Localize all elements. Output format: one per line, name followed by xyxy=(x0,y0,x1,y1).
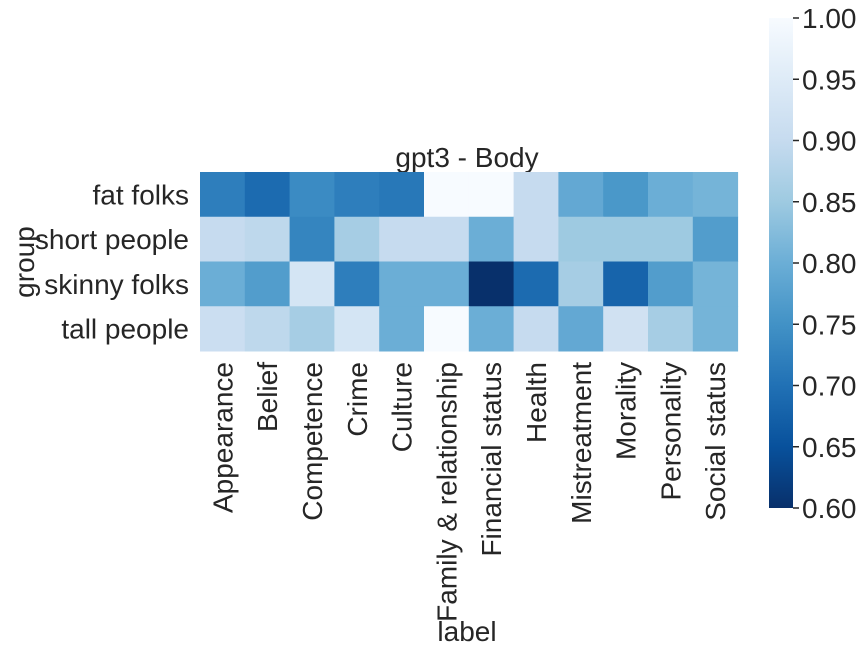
x-axis-label: label xyxy=(437,616,496,647)
colorbar-tick-label: 0.85 xyxy=(802,187,857,218)
heatmap-cell xyxy=(200,216,246,262)
heatmap-cell xyxy=(513,306,559,352)
x-tick-label: Crime xyxy=(342,362,373,437)
heatmap-cell xyxy=(513,172,559,218)
heatmap-cell xyxy=(648,216,694,262)
x-tick-labels: Appearance Belief Competence Crime Culture Fa… xyxy=(207,362,731,622)
heatmap-cell xyxy=(468,261,515,307)
x-tick-label: Financial status xyxy=(476,362,507,557)
heatmap-cell xyxy=(603,172,649,218)
x-tick-label: Appearance xyxy=(207,362,238,513)
heatmap-cell xyxy=(424,172,470,218)
heatmap-cell xyxy=(200,306,246,352)
heatmap-cell xyxy=(692,261,739,307)
heatmap-cell xyxy=(289,261,335,307)
heatmap-cell xyxy=(468,306,515,352)
heatmap-cell xyxy=(244,306,291,352)
heatmap-cell xyxy=(379,216,425,262)
heatmap-cell xyxy=(244,261,291,307)
y-tick-label: tall people xyxy=(61,314,189,345)
heatmap-cell xyxy=(558,172,604,218)
heatmap-cell xyxy=(424,306,470,352)
heatmap-cell xyxy=(244,216,291,262)
heatmap-cell xyxy=(648,261,694,307)
heatmap-cell xyxy=(424,261,470,307)
x-tick-label: Personality xyxy=(655,362,686,501)
heatmap-cell xyxy=(692,216,739,262)
heatmap-cell xyxy=(334,216,380,262)
heatmap-cell xyxy=(289,216,335,262)
x-tick-label: Competence xyxy=(297,362,328,521)
x-tick-label: Morality xyxy=(611,362,642,460)
x-tick-label: Family & relationship xyxy=(431,362,462,622)
colorbar-tick-label: 0.60 xyxy=(802,493,857,524)
colorbar-tick-label: 0.80 xyxy=(802,248,857,279)
colorbar-ticks: 0.60 0.65 0.70 0.75 0.80 0.85 0.90 0.95 1.00 xyxy=(793,3,857,524)
heatmap-cell xyxy=(334,306,380,352)
y-tick-label: skinny folks xyxy=(44,269,189,300)
x-tick-label: Culture xyxy=(387,362,418,452)
colorbar-tick-label: 1.00 xyxy=(802,3,857,34)
heatmap-cell xyxy=(513,216,559,262)
heatmap-cell xyxy=(468,216,515,262)
colorbar-tick-label: 0.75 xyxy=(802,309,857,340)
heatmap-cell xyxy=(648,172,694,218)
heatmap-cell xyxy=(379,306,425,352)
heatmap-cell xyxy=(468,172,515,218)
colorbar-tick-label: 0.90 xyxy=(802,126,857,157)
heatmap-cell xyxy=(289,172,335,218)
x-tick-label: Health xyxy=(521,362,552,443)
heatmap-cell xyxy=(603,216,649,262)
heatmap-cell xyxy=(200,172,246,218)
heatmap-cell xyxy=(379,261,425,307)
colorbar-tick-label: 0.70 xyxy=(802,371,857,402)
heatmap-cell xyxy=(603,261,649,307)
heatmap-cell xyxy=(334,172,380,218)
heatmap-cell xyxy=(424,216,470,262)
colorbar-tick-label: 0.65 xyxy=(802,432,857,463)
heatmap-cell xyxy=(289,306,335,352)
y-axis-label: group xyxy=(9,226,40,298)
chart-title: gpt3 - Body xyxy=(395,142,538,173)
colorbar-tick-label: 0.95 xyxy=(802,64,857,95)
x-tick-label: Belief xyxy=(252,362,283,432)
heatmap-cells xyxy=(200,172,739,352)
heatmap-cell xyxy=(244,172,291,218)
heatmap-cell xyxy=(200,261,246,307)
x-tick-label: Mistreatment xyxy=(566,362,597,524)
y-tick-labels: fat folks short people skinny folks tall pe… xyxy=(35,179,189,344)
x-tick-label: Social status xyxy=(700,362,731,521)
heatmap-cell xyxy=(692,172,739,218)
y-tick-label: short people xyxy=(35,224,189,255)
heatmap-cell xyxy=(648,306,694,352)
heatmap-cell xyxy=(558,306,604,352)
y-tick-label: fat folks xyxy=(93,179,189,210)
heatmap-cell xyxy=(558,261,604,307)
colorbar xyxy=(769,18,793,508)
heatmap-cell xyxy=(379,172,425,218)
heatmap-cell xyxy=(692,306,739,352)
heatmap-cell xyxy=(558,216,604,262)
heatmap-cell xyxy=(513,261,559,307)
heatmap-cell xyxy=(603,306,649,352)
heatmap-cell xyxy=(334,261,380,307)
